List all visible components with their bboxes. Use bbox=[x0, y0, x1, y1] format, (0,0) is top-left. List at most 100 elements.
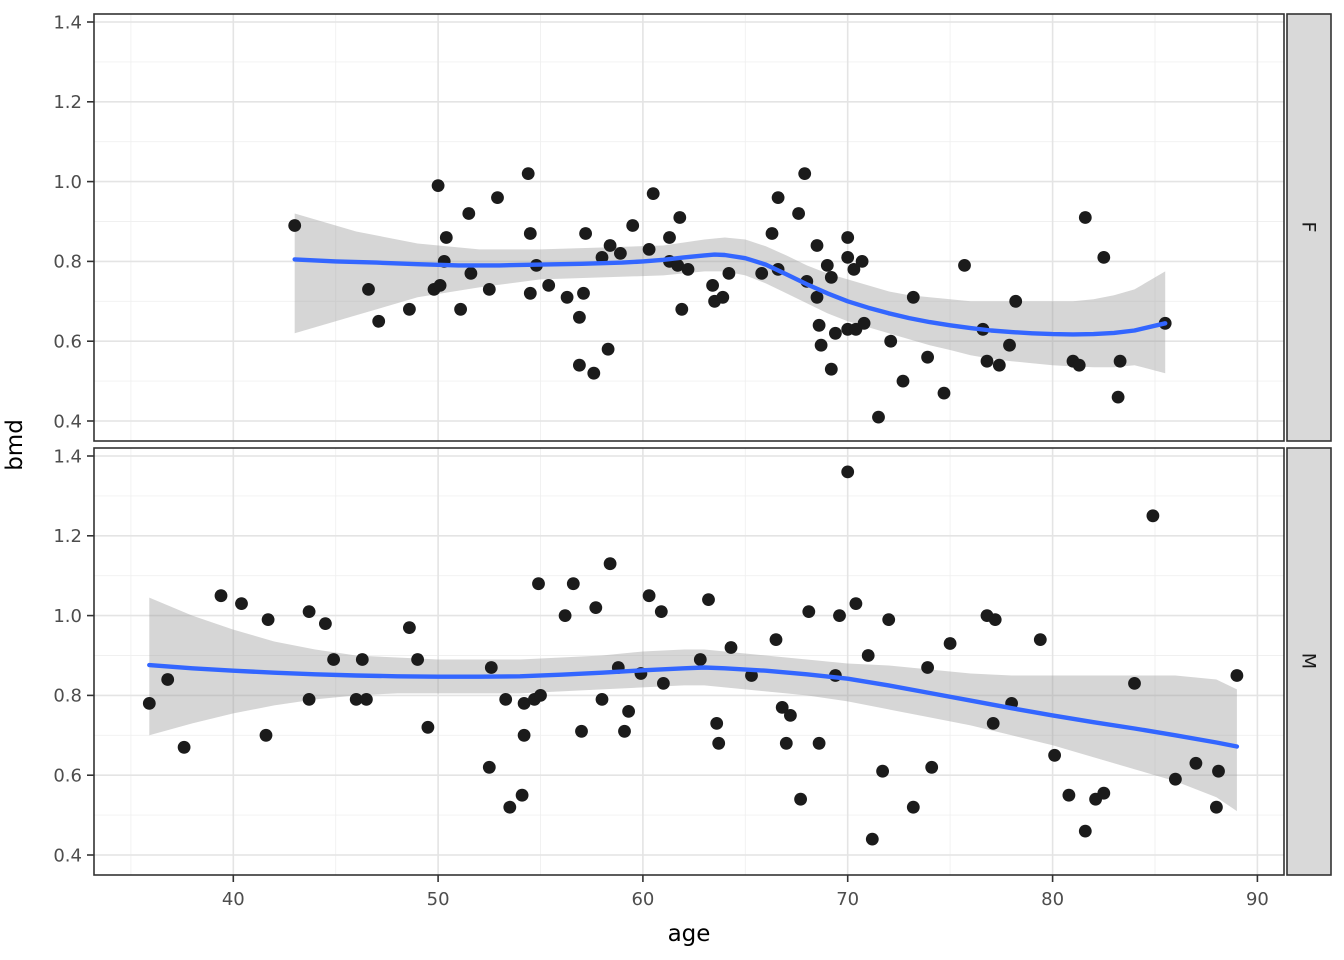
data-point bbox=[517, 697, 531, 710]
panel-border bbox=[93, 13, 1285, 442]
data-point bbox=[523, 286, 537, 300]
data-point bbox=[214, 589, 228, 603]
data-point bbox=[646, 187, 660, 201]
data-point bbox=[614, 247, 627, 260]
data-point bbox=[769, 633, 783, 646]
data-point bbox=[657, 677, 670, 690]
data-point bbox=[988, 613, 1002, 626]
data-point bbox=[671, 259, 685, 272]
data-point bbox=[1230, 669, 1244, 682]
data-point bbox=[847, 263, 861, 276]
data-point bbox=[482, 760, 496, 774]
data-point bbox=[595, 693, 609, 706]
data-point bbox=[986, 717, 1000, 730]
x-tick-label: 50 bbox=[427, 889, 450, 910]
data-point bbox=[958, 259, 971, 272]
smooth-line bbox=[292, 252, 1168, 337]
y-axis-title: bmd bbox=[2, 419, 28, 471]
data-point bbox=[1078, 211, 1092, 224]
data-point bbox=[833, 609, 846, 622]
data-point bbox=[577, 286, 590, 300]
data-point bbox=[724, 641, 738, 654]
data-point bbox=[654, 605, 668, 618]
data-point bbox=[855, 255, 869, 268]
smooth-line bbox=[147, 662, 1240, 749]
data-point bbox=[454, 302, 467, 316]
data-point bbox=[579, 227, 592, 240]
data-point bbox=[1146, 509, 1160, 523]
panel-background bbox=[94, 448, 1284, 875]
data-point bbox=[355, 653, 369, 666]
plot-layers: 0.4 0.6 0.8 1.0 1.2 1.4 0.4 0.6 0.8 1.0 1.2 1.4 40 50… bbox=[53, 12, 1332, 910]
data-point bbox=[403, 302, 416, 316]
data-point bbox=[896, 374, 910, 388]
data-point bbox=[702, 593, 715, 606]
data-point bbox=[784, 709, 797, 722]
data-point bbox=[716, 290, 730, 304]
panel-border bbox=[93, 447, 1285, 876]
data-point bbox=[259, 728, 273, 742]
data-point bbox=[523, 227, 537, 240]
data-point bbox=[710, 717, 724, 730]
panel-background bbox=[94, 14, 1284, 441]
y-tick-label: 1.4 bbox=[53, 446, 82, 467]
y-tick-label: 1.2 bbox=[53, 92, 82, 113]
data-point bbox=[603, 239, 617, 252]
data-point bbox=[876, 764, 889, 778]
data-point bbox=[534, 689, 547, 702]
data-point bbox=[810, 290, 824, 304]
data-point bbox=[589, 601, 603, 614]
data-point bbox=[433, 279, 447, 292]
data-point bbox=[319, 617, 332, 630]
data-point bbox=[421, 720, 435, 734]
data-point bbox=[1128, 677, 1141, 690]
data-point bbox=[857, 316, 871, 330]
data-point bbox=[1189, 756, 1203, 770]
data-point bbox=[814, 338, 828, 352]
x-tick-label: 40 bbox=[222, 889, 245, 910]
facet-strip-label-f: F bbox=[1297, 222, 1319, 233]
data-point bbox=[921, 661, 934, 674]
y-tick-label: 1.2 bbox=[53, 526, 82, 547]
data-point bbox=[841, 251, 855, 264]
data-point bbox=[745, 669, 758, 682]
data-point bbox=[491, 191, 504, 205]
data-point bbox=[849, 597, 863, 610]
data-point bbox=[872, 410, 885, 424]
facet-strip-label-m: M bbox=[1297, 653, 1319, 669]
data-point bbox=[824, 362, 838, 376]
y-tick-label: 0.8 bbox=[53, 686, 82, 707]
data-point bbox=[482, 283, 496, 296]
y-tick-label: 0.8 bbox=[53, 252, 82, 273]
data-point bbox=[861, 649, 875, 662]
data-point bbox=[142, 697, 156, 710]
data-point bbox=[464, 267, 478, 280]
facet-panel-f: 0.4 0.6 0.8 1.0 1.2 1.4 bbox=[53, 12, 1332, 442]
x-tick-label: 70 bbox=[836, 889, 859, 910]
data-point bbox=[515, 788, 529, 802]
data-point bbox=[439, 231, 453, 244]
facet-strip bbox=[1286, 13, 1332, 442]
data-point bbox=[601, 342, 615, 356]
data-point bbox=[865, 832, 879, 846]
data-point bbox=[980, 354, 994, 368]
data-point bbox=[810, 239, 824, 252]
data-point bbox=[532, 577, 545, 591]
data-point bbox=[775, 701, 789, 714]
x-tick-label: 90 bbox=[1246, 889, 1269, 910]
data-point bbox=[560, 290, 574, 304]
data-point bbox=[573, 358, 586, 372]
data-point bbox=[622, 705, 635, 718]
data-point bbox=[558, 609, 572, 622]
data-point bbox=[943, 637, 957, 650]
data-point bbox=[1111, 390, 1125, 404]
data-point bbox=[779, 736, 793, 750]
data-point bbox=[517, 728, 531, 742]
data-point bbox=[302, 693, 316, 706]
y-tick-label: 1.0 bbox=[53, 172, 82, 193]
data-point bbox=[372, 314, 386, 328]
data-point bbox=[177, 740, 191, 754]
data-point bbox=[722, 267, 736, 280]
x-tick-label: 80 bbox=[1041, 889, 1064, 910]
